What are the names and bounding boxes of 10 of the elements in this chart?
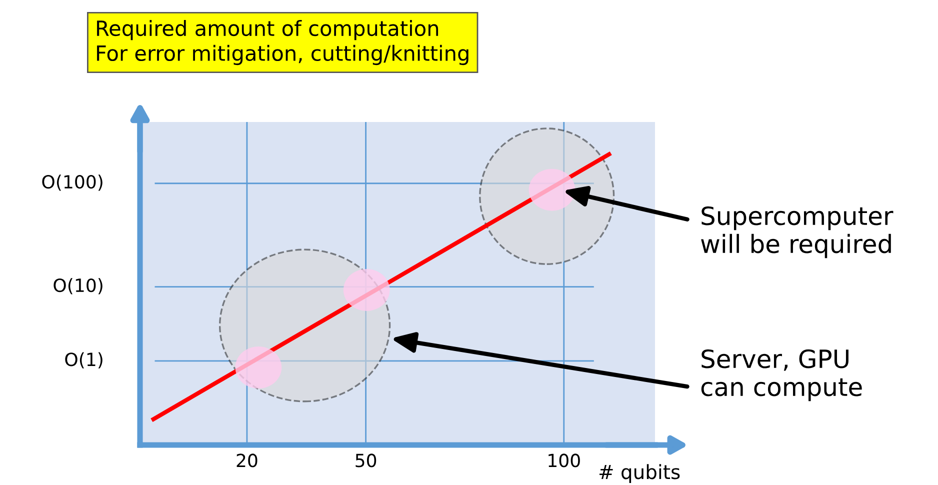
x-axis-title: # qubits bbox=[600, 464, 680, 483]
ref-line-label: O(1) bbox=[65, 352, 102, 368]
x-tick-label: 100 bbox=[548, 454, 580, 468]
x-tick-label: 50 bbox=[356, 454, 376, 468]
x-tick-label: 20 bbox=[236, 454, 258, 468]
y-axis-title: Required amount of computation For error mitigation, cutting/knitting bbox=[97, 20, 468, 66]
text: Supercomputer will be required bbox=[701, 206, 894, 258]
text: Server, GPU can compute bbox=[701, 349, 862, 402]
ref-line-label: O(100) bbox=[42, 174, 102, 191]
ref-line-label: O(10) bbox=[54, 278, 102, 294]
